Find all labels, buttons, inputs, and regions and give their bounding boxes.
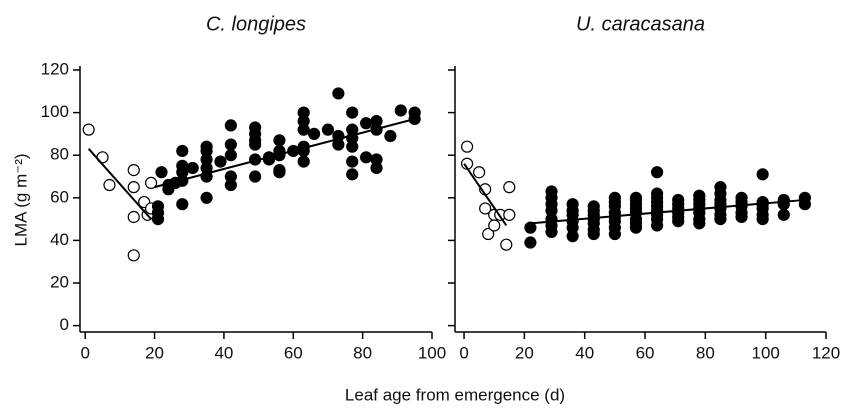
filled-point (249, 170, 262, 183)
open-point (127, 181, 140, 194)
y-tick-label: 60 (50, 187, 69, 206)
filled-point (176, 144, 189, 158)
filled-point (524, 221, 537, 234)
open-point (503, 208, 516, 221)
panel-title: U. caracasana (576, 13, 705, 35)
filled-point (672, 193, 685, 207)
y-tick-label: 100 (41, 102, 69, 121)
filled-point (200, 140, 213, 153)
y-tick-label: 120 (41, 59, 69, 78)
x-axis-label: Leaf age from emergence (d) (345, 385, 565, 404)
filled-point (360, 151, 373, 164)
x-tick-label: 0 (80, 343, 89, 362)
filled-point (297, 155, 310, 168)
open-point (460, 140, 474, 153)
fit-line (87, 148, 152, 220)
filled-point (714, 181, 727, 194)
open-point (103, 178, 116, 192)
x-tick-label: 20 (515, 343, 534, 362)
x-tick-label: 80 (696, 343, 715, 362)
open-point (127, 164, 140, 177)
x-tick-label: 40 (575, 343, 594, 362)
filled-point (224, 138, 237, 151)
open-point (500, 238, 513, 251)
filled-point (650, 187, 664, 200)
filled-point (176, 198, 189, 211)
filled-point (629, 191, 643, 204)
y-tick-label: 40 (50, 230, 69, 249)
open-point (82, 123, 95, 136)
filled-point (186, 161, 199, 175)
filled-point (224, 170, 237, 183)
filled-point (155, 166, 168, 179)
filled-point (346, 155, 359, 168)
open-point (473, 166, 486, 179)
filled-point (224, 119, 237, 132)
filled-point (224, 149, 237, 162)
x-tick-label: 120 (812, 343, 840, 362)
x-tick-label: 0 (459, 343, 468, 362)
filled-point (587, 200, 600, 213)
open-point (488, 219, 501, 232)
y-tick-label: 20 (50, 272, 69, 291)
filled-point (756, 195, 769, 209)
filled-point (214, 155, 227, 168)
filled-point (176, 159, 189, 172)
filled-point (735, 191, 748, 204)
fit-line (154, 118, 415, 189)
filled-point (384, 129, 397, 143)
filled-point (408, 106, 421, 119)
filled-point (566, 198, 579, 211)
filled-point (321, 123, 335, 136)
x-tick-label: 60 (284, 343, 303, 362)
filled-point (307, 127, 321, 141)
x-tick-label: 100 (418, 343, 446, 362)
x-tick-label: 100 (751, 343, 779, 362)
filled-point (650, 166, 664, 179)
filled-point (273, 164, 286, 177)
filled-point (777, 208, 790, 221)
filled-point (360, 117, 373, 130)
filled-point (297, 106, 310, 119)
fit-line (530, 198, 805, 225)
y-axis-label: LMA (g m⁻²) (11, 153, 30, 246)
filled-point (524, 236, 537, 249)
filled-point (693, 189, 706, 202)
filled-point (151, 200, 165, 213)
panel-title: C. longipes (206, 13, 306, 35)
filled-point (777, 193, 790, 207)
filled-point (394, 104, 407, 117)
open-point (482, 227, 495, 241)
open-point (127, 210, 140, 224)
filled-point (249, 121, 262, 134)
filled-point (370, 115, 383, 128)
filled-point (200, 191, 213, 204)
filled-point (370, 153, 383, 166)
filled-point (756, 168, 769, 181)
filled-point (608, 191, 621, 204)
x-tick-label: 40 (214, 343, 233, 362)
filled-point (346, 168, 359, 181)
filled-point (332, 87, 345, 100)
y-tick-label: 0 (60, 315, 69, 334)
filled-point (798, 191, 811, 204)
open-point (127, 249, 140, 262)
open-point (503, 181, 516, 194)
filled-point (545, 185, 558, 198)
filled-point (273, 134, 286, 147)
filled-point (346, 106, 359, 119)
fit-line (463, 163, 508, 227)
x-tick-label: 60 (636, 343, 655, 362)
y-tick-label: 80 (50, 145, 69, 164)
x-tick-label: 20 (145, 343, 164, 362)
open-point (144, 176, 158, 189)
open-point (479, 202, 492, 215)
x-tick-label: 80 (353, 343, 372, 362)
